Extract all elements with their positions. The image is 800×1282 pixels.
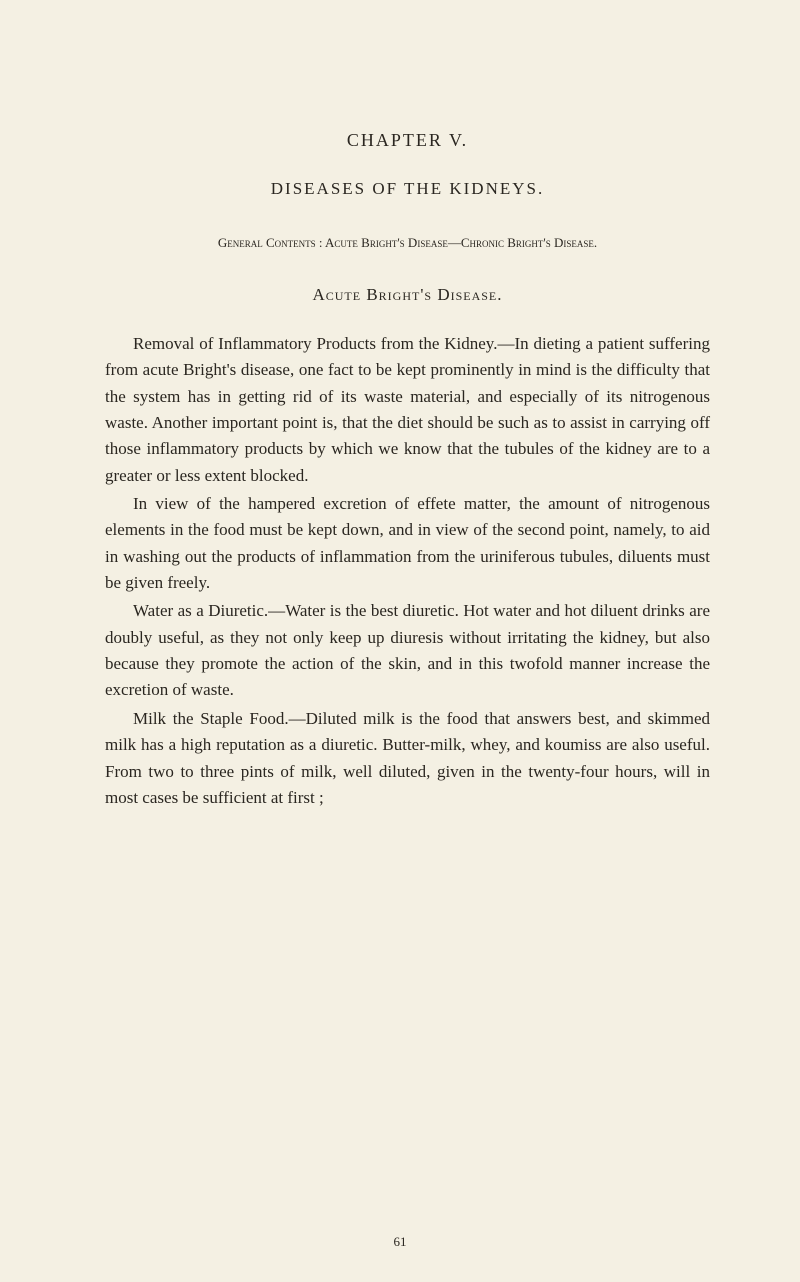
contents-label: General Contents : bbox=[218, 235, 323, 250]
paragraph: Removal of Inflammatory Products from th… bbox=[105, 331, 710, 489]
contents-line: General Contents : Acute Bright's Diseas… bbox=[105, 235, 710, 251]
run-in-heading: Milk the Staple Food.— bbox=[133, 709, 306, 728]
paragraph-body: In dieting a patient suffering from acut… bbox=[105, 334, 710, 485]
chapter-title: DISEASES OF THE KIDNEYS. bbox=[105, 179, 710, 199]
chapter-heading: CHAPTER V. bbox=[105, 130, 710, 151]
section-heading: Acute Bright's Disease. bbox=[105, 285, 710, 305]
contents-text: Acute Bright's Disease—Chronic Bright's … bbox=[323, 235, 598, 250]
page-number: 61 bbox=[0, 1234, 800, 1250]
run-in-heading: Removal of Inflammatory Products from th… bbox=[133, 334, 514, 353]
paragraph-body: In view of the hampered excretion of eff… bbox=[105, 494, 710, 592]
paragraph: Milk the Staple Food.—Diluted milk is th… bbox=[105, 706, 710, 811]
run-in-heading: Water as a Diuretic.— bbox=[133, 601, 285, 620]
paragraph: Water as a Diuretic.—Water is the best d… bbox=[105, 598, 710, 703]
paragraph: In view of the hampered excretion of eff… bbox=[105, 491, 710, 596]
